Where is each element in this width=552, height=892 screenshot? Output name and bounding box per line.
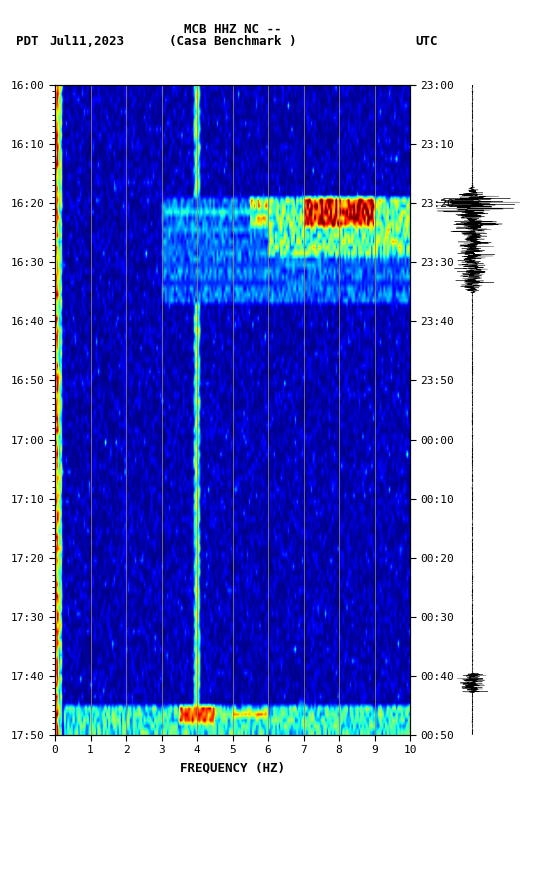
Text: Jul11,2023: Jul11,2023 [50, 35, 125, 47]
Text: MCB HHZ NC --: MCB HHZ NC -- [184, 23, 282, 36]
Text: UTC: UTC [416, 35, 438, 47]
Text: USGS: USGS [16, 17, 50, 27]
Text: (Casa Benchmark ): (Casa Benchmark ) [169, 35, 296, 47]
X-axis label: FREQUENCY (HZ): FREQUENCY (HZ) [180, 761, 285, 774]
Text: PDT: PDT [17, 35, 39, 47]
Bar [6, 7, 18, 34]
